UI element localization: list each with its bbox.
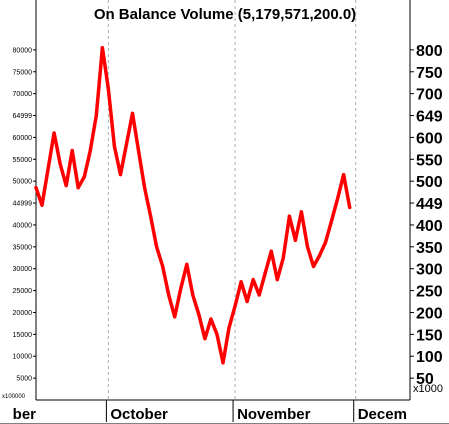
x-tick-label: October (110, 406, 168, 423)
obv-data-point (76, 186, 80, 190)
obv-data-point (112, 144, 117, 148)
obv-data-point (311, 264, 316, 269)
left-tick-label: 10000 (13, 354, 33, 361)
obv-data-point (179, 286, 183, 290)
x-tick-label: ber (13, 406, 37, 423)
obv-data-point (233, 304, 237, 308)
obv-data-point (209, 317, 213, 321)
obv-data-point (52, 131, 56, 135)
obv-data-point (70, 148, 74, 153)
obv-data-point (64, 183, 68, 188)
obv-data-point (191, 293, 195, 297)
right-tick-label: 250 (416, 284, 443, 301)
obv-data-point (173, 315, 177, 319)
obv-data-point (197, 313, 201, 317)
obv-series-line (34, 45, 352, 365)
obv-data-point (149, 214, 153, 218)
obv-data-point (124, 142, 129, 146)
x-tick-label: Decem (358, 406, 407, 423)
left-tick-label: 44999 (13, 201, 33, 208)
obv-data-point (299, 210, 304, 214)
text-layer: On Balance Volume (5,179,571,200.0) x100… (2, 6, 443, 423)
obv-data-point (263, 271, 267, 275)
obv-data-point (88, 148, 92, 153)
obv-data-point (221, 361, 225, 365)
left-tick-label: 80000 (13, 47, 33, 54)
right-tick-label: 100 (416, 349, 443, 366)
left-tick-label: 75000 (13, 69, 33, 76)
obv-data-point (348, 205, 352, 210)
left-tick-label: 30000 (13, 266, 33, 273)
obv-data-point (281, 256, 285, 260)
right-tick-label: 350 (416, 240, 443, 257)
right-tick-label: 200 (416, 305, 443, 322)
obv-data-point (118, 173, 123, 177)
left-tick-label: 20000 (13, 310, 33, 317)
left-tick-label: 40000 (13, 222, 33, 229)
obv-data-point (136, 148, 141, 153)
obv-data-point (161, 264, 165, 269)
right-tick-label: 50 (416, 371, 434, 388)
right-tick-label: 649 (416, 109, 443, 126)
obv-data-point (269, 249, 273, 253)
obv-data-point (215, 332, 219, 336)
left-tick-label: 35000 (13, 244, 33, 251)
left-tick-label: 55000 (13, 157, 33, 164)
obv-data-point (185, 262, 189, 266)
obv-data-point (342, 173, 346, 177)
obv-data-point (34, 186, 38, 190)
right-tick-label: 750 (416, 65, 443, 82)
obv-data-point (329, 218, 334, 223)
obv-data-point (323, 240, 328, 245)
obv-data-point (336, 197, 340, 201)
obv-data-point (305, 245, 310, 249)
left-tick-label: 64999 (13, 113, 33, 120)
right-tick-label: 449 (416, 196, 443, 213)
obv-data-point (58, 162, 62, 166)
obv-data-point (130, 111, 135, 115)
obv-data-point (275, 278, 279, 282)
obv-data-point (167, 293, 171, 297)
left-tick-label: 60000 (13, 135, 33, 142)
left-tick-label: 15000 (13, 332, 33, 339)
right-tick-label: 800 (416, 43, 443, 60)
right-tick-label: 300 (416, 262, 443, 279)
obv-data-point (142, 186, 147, 190)
obv-data-point (257, 293, 261, 297)
obv-data-point (40, 203, 44, 207)
obv-data-point (94, 113, 98, 118)
left-axis-multiplier: x100000 (2, 394, 26, 400)
series-layer (34, 45, 352, 365)
obv-data-point (239, 280, 243, 284)
obv-data-point (287, 214, 291, 218)
obv-data-point (155, 245, 159, 249)
obv-data-point (317, 253, 322, 258)
right-axis-multiplier: x1000 (413, 383, 443, 395)
left-tick-label: 70000 (13, 91, 33, 98)
right-tick-label: 500 (416, 174, 443, 191)
obv-data-point (227, 326, 231, 330)
obv-data-point (203, 337, 207, 341)
obv-data-point (106, 87, 110, 91)
right-tick-label: 550 (416, 152, 443, 169)
x-tick-label: November (237, 406, 311, 423)
grid-layer (107, 0, 357, 400)
obv-data-point (100, 46, 104, 50)
obv-data-point (245, 299, 249, 304)
left-tick-label: 50000 (13, 179, 33, 186)
left-tick-label: 5000 (16, 376, 32, 383)
right-tick-label: 700 (416, 87, 443, 104)
right-tick-label: 600 (416, 130, 443, 147)
chart-title: On Balance Volume (5,179,571,200.0) (94, 6, 356, 23)
obv-data-point (251, 278, 255, 282)
obv-data-point (293, 238, 297, 242)
obv-data-point (82, 175, 86, 179)
right-tick-label: 400 (416, 218, 443, 235)
left-tick-label: 25000 (13, 288, 33, 295)
right-tick-label: 150 (416, 327, 443, 344)
